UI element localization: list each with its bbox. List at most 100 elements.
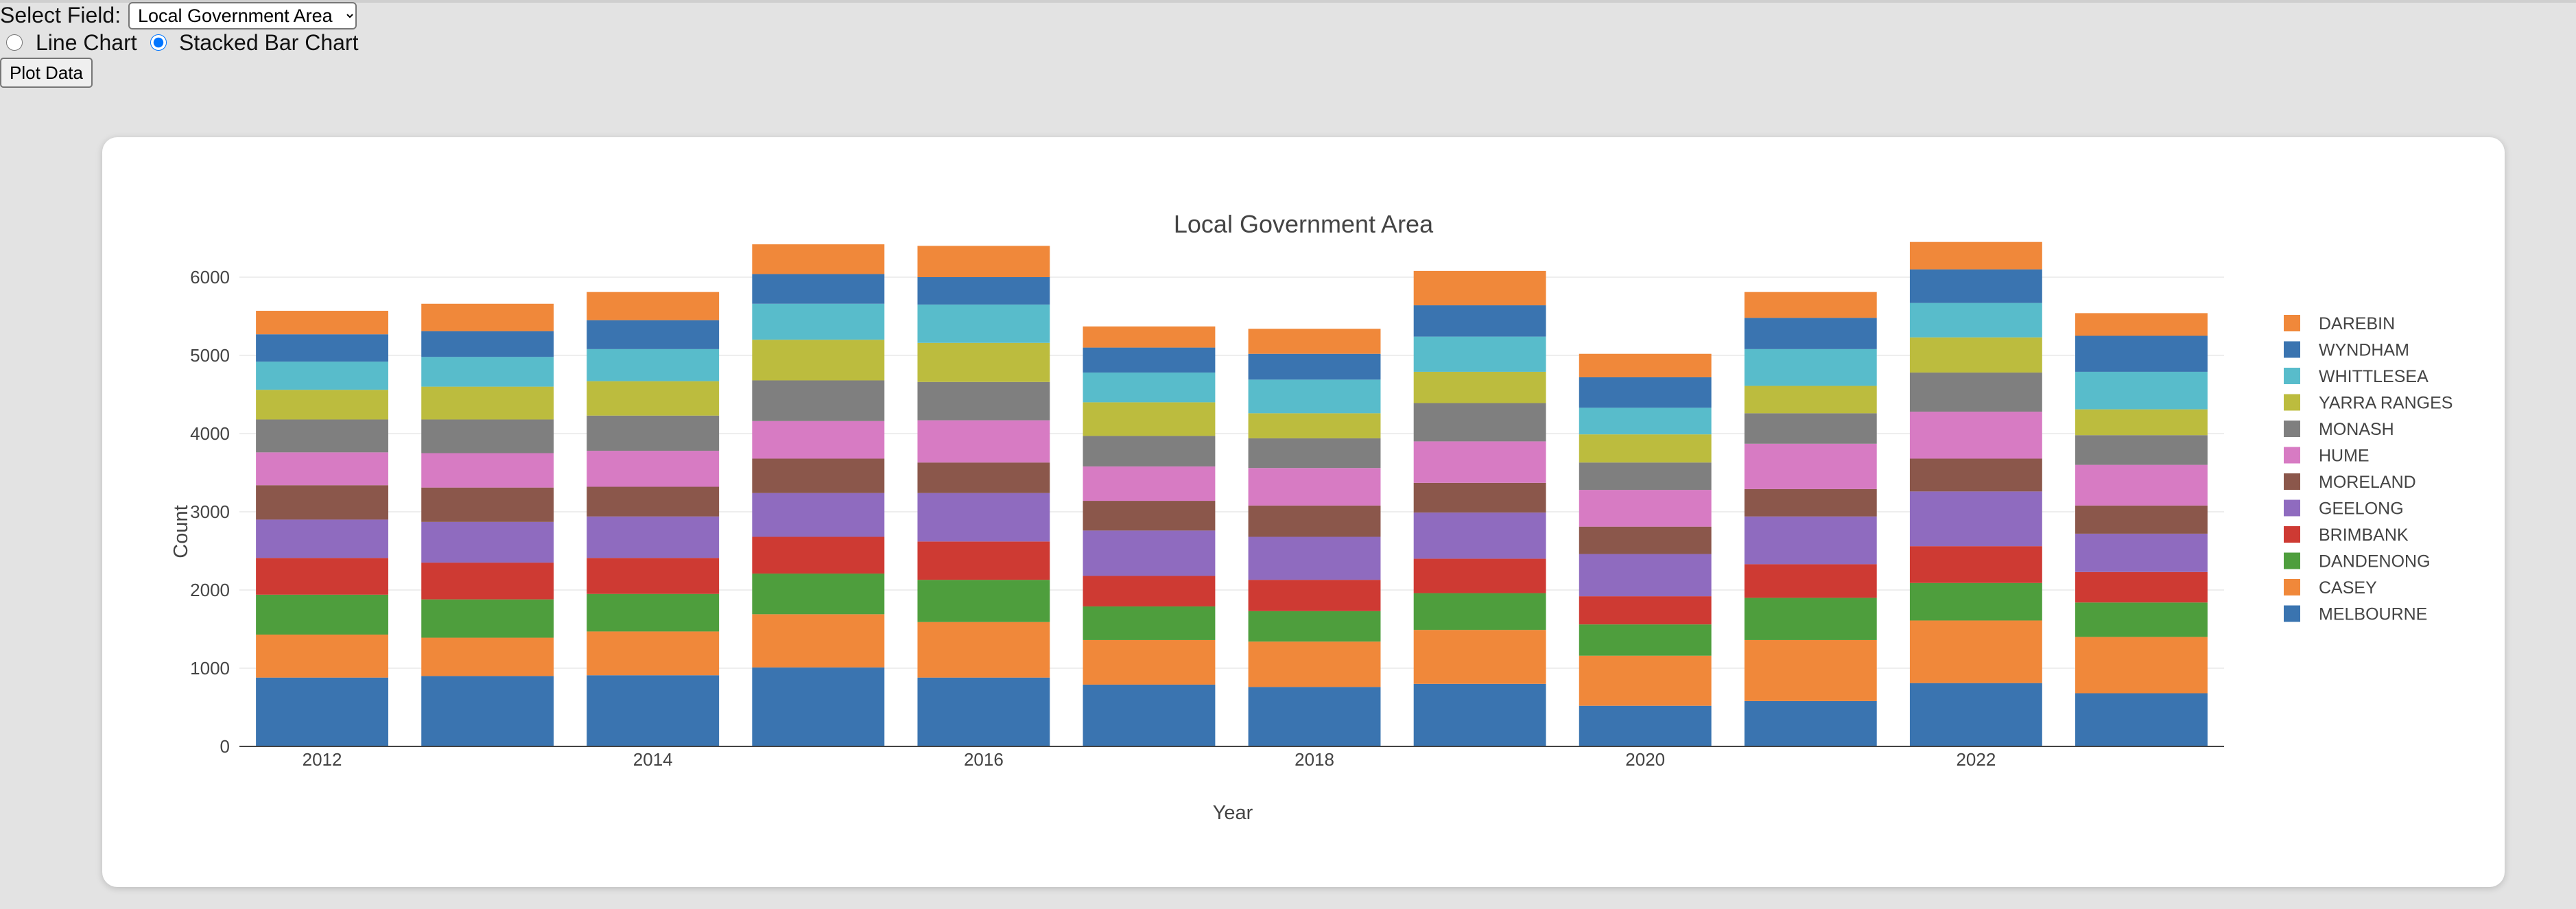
bar-segment bbox=[1909, 458, 2042, 492]
x-tick-label: 2016 bbox=[964, 749, 1004, 770]
bar-segment bbox=[1744, 413, 1877, 444]
bar-segment bbox=[256, 519, 388, 558]
bar-segment bbox=[917, 381, 1050, 421]
bar-segment bbox=[1248, 329, 1381, 354]
bar-segment bbox=[256, 311, 388, 335]
x-axis-title: Year bbox=[1213, 802, 1253, 824]
bar-segment bbox=[1413, 305, 1546, 337]
bar-segment bbox=[752, 458, 885, 493]
legend: DAREBIN WYNDHAM WHITTLESEA YARRA RANGES MONA… bbox=[2284, 314, 2453, 624]
bar-segment bbox=[1909, 337, 2042, 373]
bar-segment bbox=[587, 631, 720, 676]
bar-segment bbox=[1413, 512, 1546, 559]
bar-segment bbox=[2075, 464, 2208, 506]
legend-label: WYNDHAM bbox=[2319, 341, 2409, 360]
bar-segment bbox=[1579, 554, 1712, 597]
bar-segment bbox=[1413, 558, 1546, 593]
stacked-bar-chart-radio[interactable] bbox=[150, 34, 167, 51]
bar-segment bbox=[587, 415, 720, 451]
bar-segment bbox=[421, 386, 554, 420]
bar-segment bbox=[1248, 687, 1381, 746]
bar-segment bbox=[1579, 655, 1712, 706]
bar-segment bbox=[1744, 318, 1877, 349]
legend-label: WHITTLESEA bbox=[2319, 367, 2429, 386]
bar-segment bbox=[752, 614, 885, 668]
bar-segment bbox=[1579, 490, 1712, 527]
bar-segment bbox=[2075, 637, 2208, 694]
bar-segment bbox=[1413, 441, 1546, 483]
bar-segment bbox=[587, 349, 720, 381]
bar-segment bbox=[1909, 412, 2042, 459]
bar-segment bbox=[1744, 488, 1877, 517]
bar-segment bbox=[421, 599, 554, 638]
bar-segment bbox=[1579, 434, 1712, 463]
field-select[interactable]: Local Government Area bbox=[128, 2, 357, 29]
bar-segment bbox=[752, 493, 885, 537]
bars bbox=[256, 241, 2208, 746]
bar-segment bbox=[256, 594, 388, 635]
bar-segment bbox=[1413, 593, 1546, 630]
legend-swatch bbox=[2284, 605, 2300, 622]
bar-segment bbox=[1744, 349, 1877, 386]
bar-segment bbox=[587, 675, 720, 746]
bar-segment bbox=[1413, 336, 1546, 372]
bar-segment bbox=[2075, 693, 2208, 746]
x-tick-label: 2018 bbox=[1295, 749, 1334, 770]
bar-segment bbox=[256, 419, 388, 453]
bar-segment bbox=[1413, 371, 1546, 403]
bar-segment bbox=[1744, 443, 1877, 489]
legend-label: CASEY bbox=[2319, 578, 2377, 598]
bar-segment bbox=[1909, 491, 2042, 547]
bar-segment bbox=[1579, 526, 1712, 554]
legend-swatch bbox=[2284, 421, 2300, 437]
bar-segment bbox=[917, 277, 1050, 305]
legend-swatch bbox=[2284, 341, 2300, 358]
bar-segment bbox=[587, 451, 720, 487]
bar-segment bbox=[1579, 462, 1712, 491]
bar-segment bbox=[256, 452, 388, 486]
bar-segment bbox=[752, 574, 885, 615]
bar-segment bbox=[587, 558, 720, 594]
bar-segment bbox=[421, 331, 554, 357]
bar-segment bbox=[1909, 582, 2042, 621]
bar-segment bbox=[917, 462, 1050, 493]
legend-label: DANDENONG bbox=[2319, 552, 2431, 571]
bar-segment bbox=[1248, 505, 1381, 537]
legend-label: DAREBIN bbox=[2319, 314, 2395, 333]
bar-segment bbox=[1909, 373, 2042, 412]
chart-card: Local Government Area Year Count 0 1000 20… bbox=[102, 137, 2505, 887]
bar-segment bbox=[917, 342, 1050, 382]
bar-segment bbox=[752, 421, 885, 459]
bar-segment bbox=[2075, 602, 2208, 637]
chart-title: Local Government Area bbox=[1174, 210, 1434, 238]
plot-data-button[interactable]: Plot Data bbox=[0, 58, 93, 88]
bar-segment bbox=[421, 521, 554, 563]
bar-segment bbox=[917, 420, 1050, 463]
legend-label: YARRA RANGES bbox=[2319, 394, 2453, 413]
legend-swatch bbox=[2284, 394, 2300, 411]
bar-segment bbox=[256, 485, 388, 520]
legend-swatch bbox=[2284, 315, 2300, 331]
y-tick-label: 5000 bbox=[190, 345, 230, 366]
bar-segment bbox=[1083, 501, 1216, 531]
y-tick-label: 1000 bbox=[190, 658, 230, 678]
bar-segment bbox=[1909, 620, 2042, 683]
bar-segment bbox=[587, 486, 720, 517]
top-border bbox=[0, 0, 2576, 3]
bar-segment bbox=[752, 303, 885, 340]
bar-segment bbox=[1248, 611, 1381, 642]
x-tick-label: 2014 bbox=[633, 749, 673, 770]
bar-segment bbox=[1083, 402, 1216, 436]
bar-segment bbox=[1744, 386, 1877, 414]
line-chart-radio[interactable] bbox=[6, 34, 23, 51]
bar-segment bbox=[587, 292, 720, 320]
y-tick-label: 4000 bbox=[190, 423, 230, 444]
bar-segment bbox=[1579, 624, 1712, 656]
bar-segment bbox=[256, 334, 388, 362]
bar-segment bbox=[2075, 505, 2208, 534]
bar-segment bbox=[1083, 466, 1216, 501]
bar-segment bbox=[1744, 598, 1877, 640]
bar-segment bbox=[421, 419, 554, 453]
stacked-bar-chart: Local Government Area Year Count 0 1000 20… bbox=[170, 210, 2453, 824]
y-tick-label: 0 bbox=[220, 736, 230, 757]
